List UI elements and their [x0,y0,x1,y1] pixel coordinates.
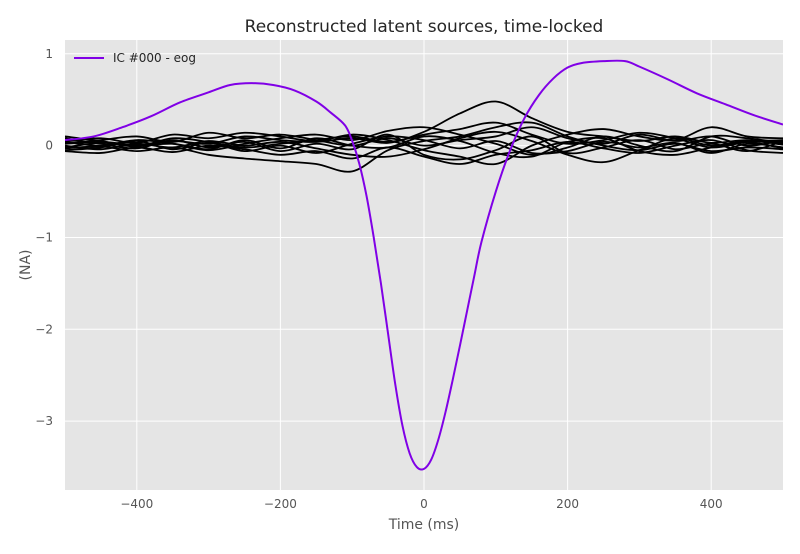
series-group [65,59,783,471]
series-line-source-4 [65,135,783,155]
y-tick-labels: 1 0 −1 −2 −3 [35,47,53,428]
x-tick-label: −200 [264,497,297,511]
series-line-source-8 [65,126,783,147]
series-layer [65,59,783,471]
series-line-source-2 [65,121,783,173]
y-tick-label: −3 [35,414,53,428]
series-line-source-10 [65,126,783,156]
legend: IC #000 - eog [74,51,196,65]
x-tick-label: 400 [700,497,723,511]
chart-title: Reconstructed latent sources, time-locke… [245,17,604,37]
series-line-source-9 [65,139,783,165]
y-tick-label: 0 [45,139,53,153]
series-line-eog [65,59,783,471]
x-axis-label: Time (ms) [388,517,460,533]
x-tick-label: 0 [420,497,428,511]
y-axis-label: (NA) [18,250,34,281]
y-tick-label: −2 [35,322,53,336]
legend-label: IC #000 - eog [113,51,196,65]
x-tick-label: 200 [556,497,579,511]
series-line-source-11 [65,121,783,149]
x-tick-labels: −400 −200 0 200 400 [120,497,722,511]
x-tick-label: −400 [120,497,153,511]
y-tick-label: 1 [45,47,53,61]
y-tick-label: −1 [35,230,53,244]
